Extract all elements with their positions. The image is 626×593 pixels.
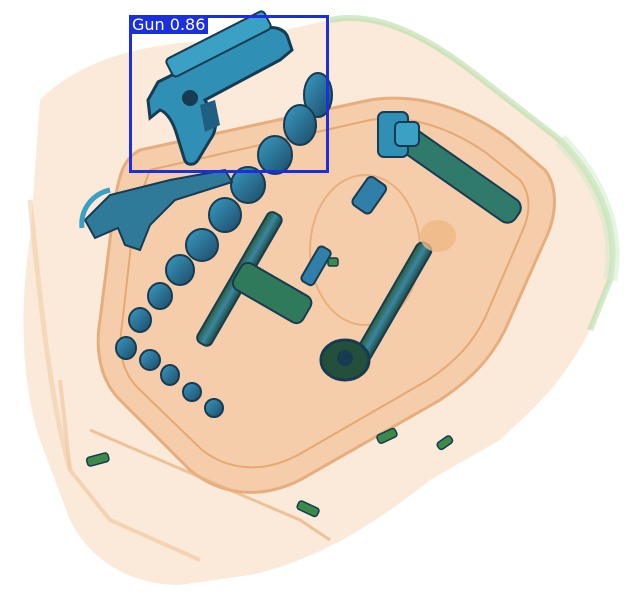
extension-bar-object <box>351 111 522 224</box>
socket-row <box>115 72 333 418</box>
t-handle-object <box>196 211 332 347</box>
handgun-object <box>146 10 294 166</box>
detection-bounding-box <box>129 15 329 173</box>
tool-tray <box>27 96 556 562</box>
clip-objects <box>85 257 454 518</box>
clamp-object <box>79 168 234 252</box>
detection-label: Gun 0.86 <box>129 15 209 34</box>
ratchet-object <box>319 220 456 382</box>
